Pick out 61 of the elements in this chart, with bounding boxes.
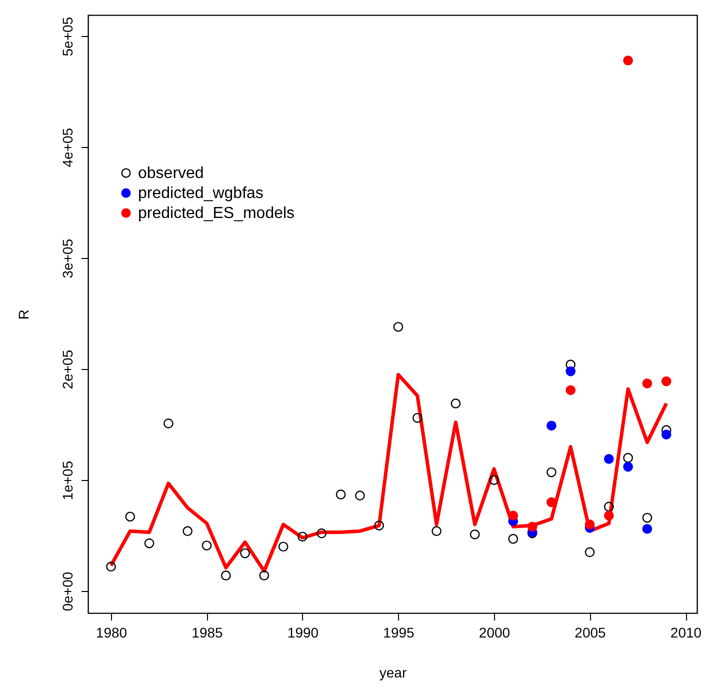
point: [546, 497, 556, 508]
point: [470, 530, 480, 540]
point: [566, 366, 576, 376]
x-axis-title: year: [379, 664, 407, 680]
point: [623, 56, 633, 66]
point: [604, 510, 614, 520]
point: [298, 532, 308, 542]
point: [450, 398, 461, 408]
point: [336, 490, 346, 500]
y-tick-label: 2e+05: [60, 350, 76, 390]
y-axis-title: R: [16, 309, 32, 320]
point: [164, 418, 174, 428]
point: [604, 454, 614, 464]
point: [527, 522, 538, 532]
point: [508, 510, 518, 520]
point: [182, 526, 193, 536]
point: [508, 534, 518, 544]
x-tick-label: 2010: [670, 624, 702, 640]
y-tick-label: 1e+05: [60, 460, 76, 500]
point: [144, 538, 154, 548]
point: [106, 562, 116, 572]
point: [220, 570, 231, 580]
legend-label: observed: [138, 165, 204, 182]
x-tick-label: 1985: [192, 624, 224, 640]
point: [125, 512, 136, 522]
line-series: [109, 372, 668, 573]
point: [623, 452, 633, 463]
y-tick-label: 4e+05: [60, 128, 76, 168]
point: [316, 528, 327, 538]
point: [202, 540, 212, 550]
x-tick-label: 2000: [478, 624, 510, 640]
point: [661, 376, 672, 386]
point: [642, 524, 652, 534]
point: [393, 322, 404, 332]
y-tick-label: 5e+05: [60, 16, 76, 56]
point: [259, 570, 270, 580]
y-tick-label: 3e+05: [60, 238, 76, 278]
legend-label: predicted_ES_models: [138, 205, 295, 222]
point: [604, 502, 614, 512]
point: [661, 430, 672, 440]
point: [278, 542, 288, 552]
x-tick-label: 1980: [96, 624, 128, 640]
y-tick-label: 0e+00: [60, 572, 76, 612]
point: [240, 548, 250, 558]
point: [432, 526, 442, 536]
point: [584, 520, 595, 530]
point: [584, 547, 595, 558]
point: [566, 385, 576, 396]
point: [623, 462, 633, 472]
x-tick-label: 1990: [287, 624, 319, 640]
point: [374, 520, 384, 530]
x-tick-label: 2005: [574, 624, 606, 640]
point: [355, 490, 365, 500]
legend-label: predicted_wgbfas: [138, 185, 264, 202]
point: [642, 378, 652, 388]
x-tick-label: 1995: [383, 624, 415, 640]
point: [412, 412, 422, 423]
point: [489, 475, 499, 485]
point: [642, 512, 652, 523]
point: [546, 420, 556, 431]
point: [546, 467, 556, 478]
